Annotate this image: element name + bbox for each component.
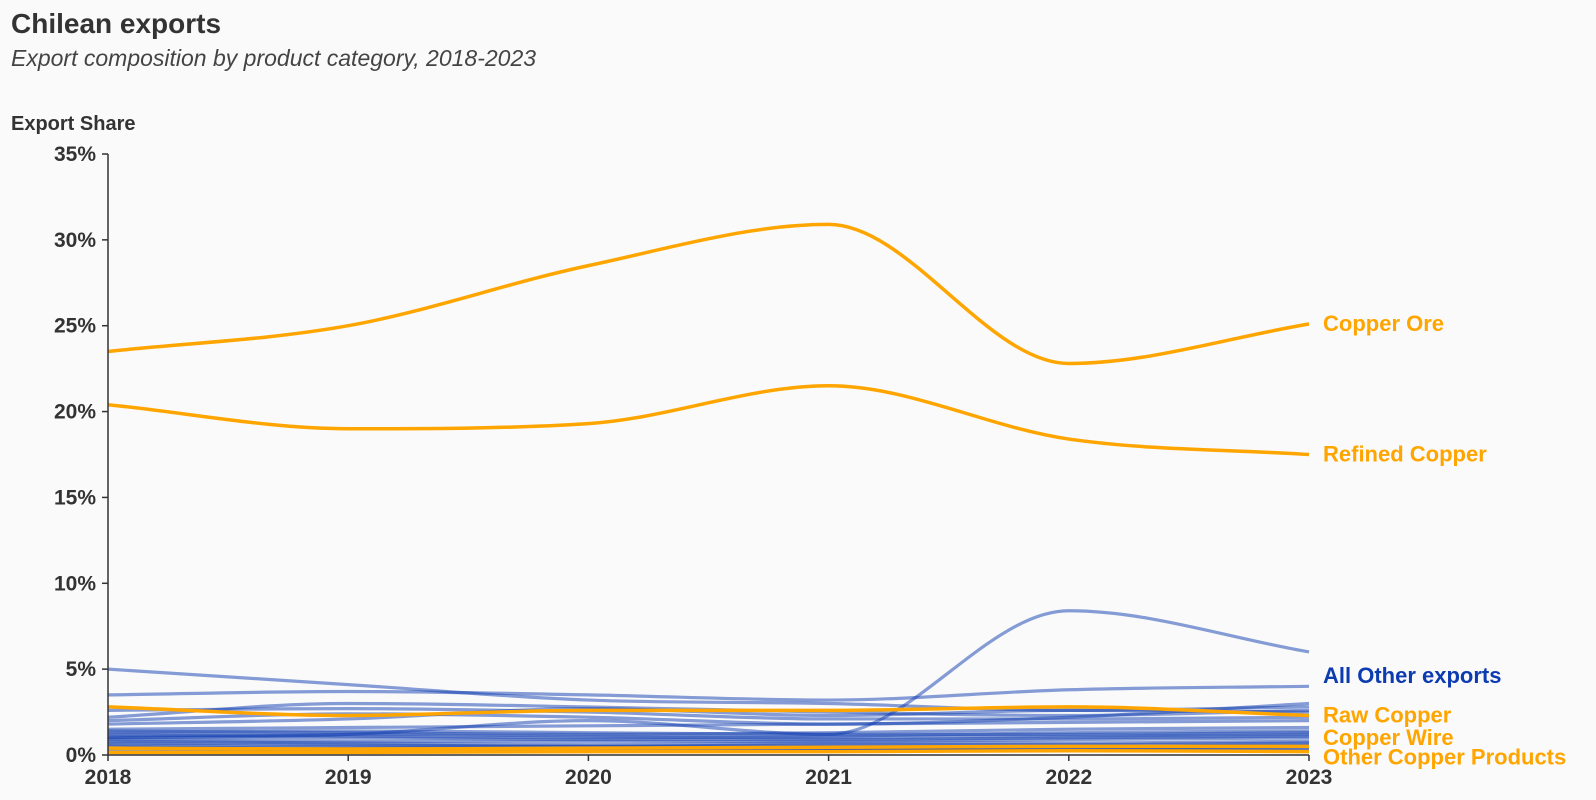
other-copper-products-label: Other Copper Products xyxy=(1323,745,1566,770)
series-labels: Copper Ore Refined Copper All Other export… xyxy=(1323,311,1566,770)
other-export-line-13 xyxy=(107,739,1310,747)
other-export-line-8 xyxy=(107,719,1310,731)
copper-wire-line xyxy=(107,744,1310,751)
refined-copper-line xyxy=(107,384,1310,457)
x-tick-label: 2023 xyxy=(1286,766,1333,789)
x-tick-label: 2021 xyxy=(805,766,852,789)
y-tick-label: 5% xyxy=(66,658,97,681)
y-tick-label: 25% xyxy=(54,315,96,338)
other-copper-products-line xyxy=(108,748,1310,755)
raw-copper-label: Raw Copper xyxy=(1323,703,1452,728)
chart-title: Chilean exports xyxy=(11,8,222,39)
x-tick-label: 2020 xyxy=(565,766,612,789)
y-tick-label: 20% xyxy=(54,401,96,424)
copper-ore-label: Copper Ore xyxy=(1323,311,1444,336)
other-export-line-3 xyxy=(107,684,1310,702)
y-axis-title: Export Share xyxy=(11,113,135,135)
other-export-line-20 xyxy=(107,732,1310,740)
other-export-line-11 xyxy=(108,734,1310,742)
y-tick-label: 30% xyxy=(54,229,96,252)
copper-ore-line xyxy=(107,222,1310,366)
all-other-exports-label: All Other exports xyxy=(1323,663,1501,688)
y-tick-label: 35% xyxy=(54,143,96,166)
axes: 0% 5% 10% 15% 20% 25% 30% 35% 2018 2019 2020 2021 20… xyxy=(54,143,1332,789)
refined-copper-label: Refined Copper xyxy=(1323,442,1487,467)
y-tick-label: 15% xyxy=(54,486,96,509)
x-tick-label: 2022 xyxy=(1045,766,1092,789)
x-tick-label: 2019 xyxy=(325,766,372,789)
x-tick-label: 2018 xyxy=(85,766,132,789)
chart-subtitle: Export composition by product category, … xyxy=(11,45,537,71)
highlighted-series-group xyxy=(107,222,1310,755)
other-export-line-5 xyxy=(107,707,1310,721)
raw-copper-line xyxy=(107,705,1310,718)
copper-wire-label: Copper Wire xyxy=(1323,725,1454,750)
background-series-group xyxy=(107,609,1310,754)
y-tick-label: 10% xyxy=(54,572,96,595)
y-tick-label: 0% xyxy=(66,744,97,767)
